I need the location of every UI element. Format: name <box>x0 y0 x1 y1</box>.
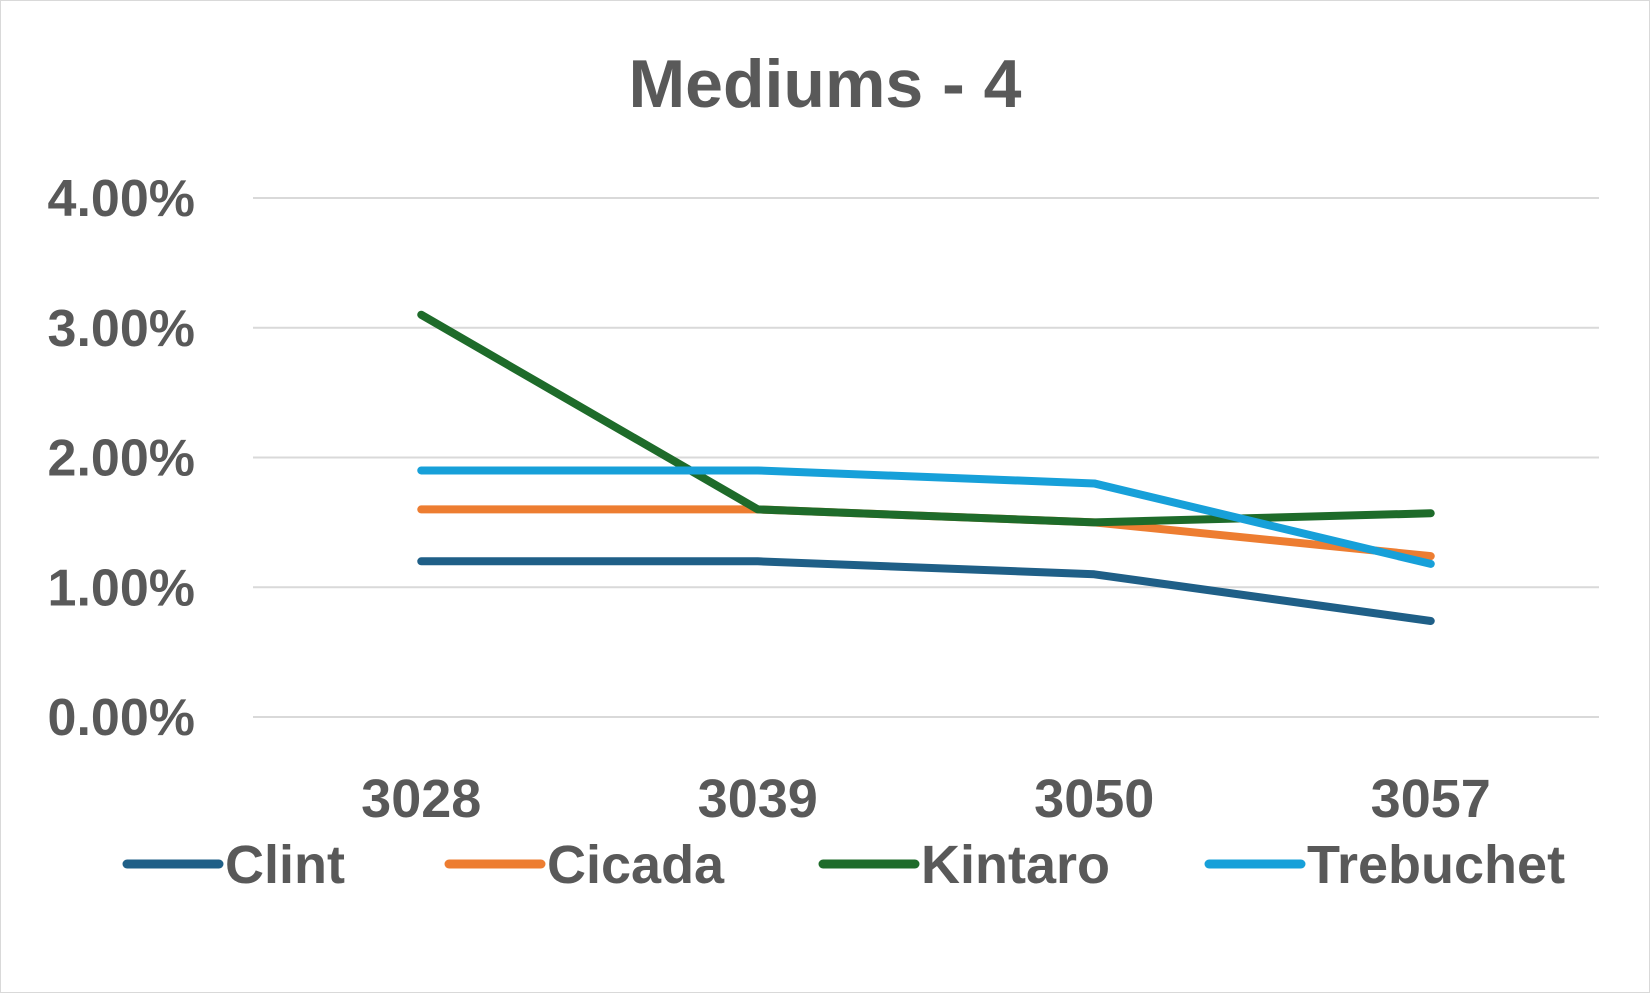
legend-item-clint: Clint <box>122 835 345 895</box>
x-tick-label: 3050 <box>1034 769 1154 829</box>
legend-label: Kintaro <box>921 835 1110 895</box>
y-tick-label: 3.00% <box>48 300 195 358</box>
series-line-kintaro <box>417 310 1435 527</box>
y-tick-label: 0.00% <box>48 689 195 747</box>
x-tick-label: 3057 <box>1371 769 1491 829</box>
legend: Clint Cicada Kintaro Trebuchet <box>122 835 1565 895</box>
chart-title: Mediums - 4 <box>629 46 1022 122</box>
series-line-clint <box>417 557 1435 625</box>
x-tick-label: 3028 <box>361 769 481 829</box>
y-axis: 0.00% 1.00% 2.00% 3.00% 4.00% <box>48 170 195 747</box>
legend-item-kintaro: Kintaro <box>818 835 1110 895</box>
legend-label: Trebuchet <box>1307 835 1565 895</box>
series-line-trebuchet <box>417 466 1435 568</box>
legend-label: Cicada <box>547 835 725 895</box>
y-tick-label: 2.00% <box>48 430 195 488</box>
gridlines <box>253 197 1599 718</box>
x-axis: 3028 3039 3050 3057 <box>361 769 1491 829</box>
legend-item-cicada: Cicada <box>444 835 725 895</box>
y-tick-label: 1.00% <box>48 559 195 617</box>
x-tick-label: 3039 <box>698 769 818 829</box>
legend-label: Clint <box>225 835 345 895</box>
legend-item-trebuchet: Trebuchet <box>1204 835 1565 895</box>
y-tick-label: 4.00% <box>48 170 195 228</box>
series-lines <box>417 310 1435 625</box>
